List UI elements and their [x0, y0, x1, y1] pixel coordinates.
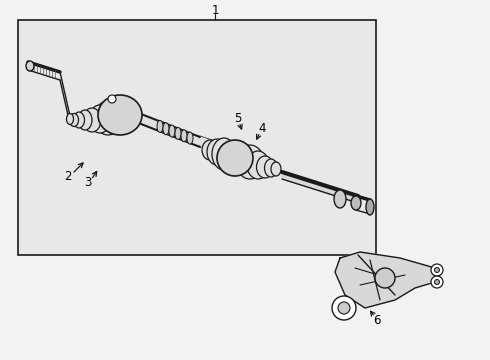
- Polygon shape: [200, 137, 218, 151]
- Ellipse shape: [78, 110, 92, 130]
- Text: 5: 5: [234, 112, 242, 125]
- Ellipse shape: [169, 125, 175, 137]
- Ellipse shape: [67, 113, 74, 125]
- Text: 6: 6: [373, 314, 381, 327]
- Ellipse shape: [247, 151, 269, 179]
- Ellipse shape: [89, 105, 111, 133]
- Ellipse shape: [83, 108, 101, 132]
- Ellipse shape: [98, 95, 142, 135]
- Ellipse shape: [26, 61, 34, 71]
- Ellipse shape: [236, 145, 264, 179]
- Ellipse shape: [265, 159, 277, 177]
- Ellipse shape: [163, 123, 169, 135]
- Ellipse shape: [212, 138, 236, 170]
- Text: 3: 3: [84, 176, 92, 189]
- Ellipse shape: [271, 162, 281, 176]
- Ellipse shape: [207, 139, 227, 165]
- Ellipse shape: [217, 140, 253, 176]
- Ellipse shape: [431, 264, 443, 276]
- Ellipse shape: [202, 140, 218, 160]
- Ellipse shape: [94, 101, 122, 135]
- Ellipse shape: [74, 112, 84, 128]
- Ellipse shape: [332, 296, 356, 320]
- Ellipse shape: [175, 127, 181, 139]
- Ellipse shape: [181, 130, 187, 142]
- Polygon shape: [141, 114, 200, 147]
- Ellipse shape: [108, 95, 116, 103]
- Ellipse shape: [187, 132, 193, 144]
- Ellipse shape: [435, 279, 440, 284]
- Polygon shape: [282, 172, 358, 203]
- Text: 2: 2: [64, 170, 72, 183]
- Ellipse shape: [375, 268, 395, 288]
- Ellipse shape: [256, 156, 273, 178]
- Ellipse shape: [435, 267, 440, 273]
- Ellipse shape: [157, 120, 163, 132]
- Ellipse shape: [338, 302, 350, 314]
- Bar: [18, 20, 376, 255]
- Text: 4: 4: [258, 122, 266, 135]
- Ellipse shape: [431, 276, 443, 288]
- Ellipse shape: [334, 190, 346, 208]
- Text: 1: 1: [211, 4, 219, 17]
- Polygon shape: [335, 252, 435, 308]
- Ellipse shape: [70, 113, 78, 126]
- Ellipse shape: [366, 199, 374, 215]
- Ellipse shape: [351, 196, 361, 210]
